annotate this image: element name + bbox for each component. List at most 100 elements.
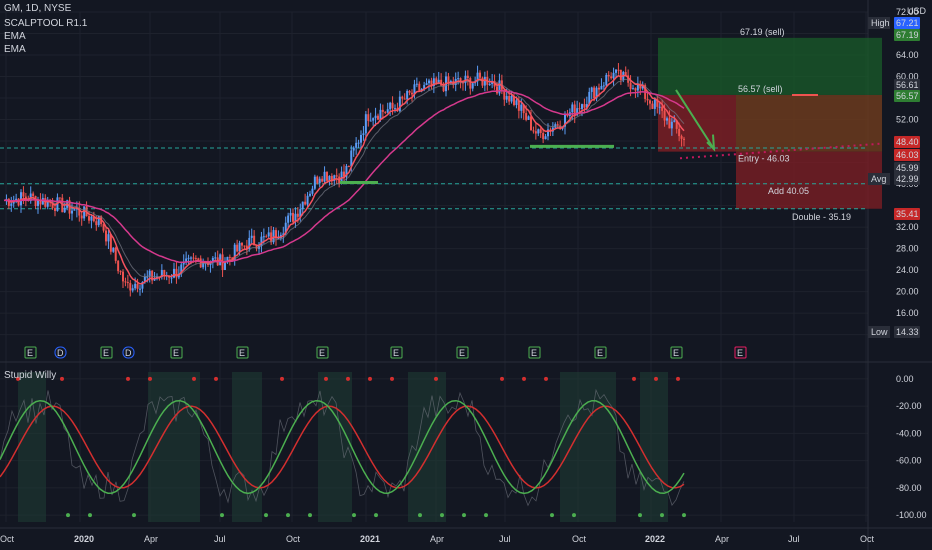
candle-body (639, 83, 642, 89)
oscillator-shaded-band (560, 372, 616, 522)
candle-body (124, 281, 127, 283)
candle-body (146, 276, 149, 278)
trade-annotation-label: 56.57 (sell) (738, 84, 783, 94)
oscillator-overbought-dot (324, 376, 328, 381)
candle-body (105, 230, 107, 242)
oscillator-oversold-dot (682, 513, 686, 518)
trade-annotation-label: Double - 35.19 (792, 212, 851, 222)
oscillator-oversold-dot (440, 513, 444, 518)
candle-body (389, 102, 392, 110)
candle-body (537, 129, 540, 134)
candle-body (175, 268, 178, 278)
candle-body (182, 261, 185, 265)
candle-body (15, 198, 18, 201)
price-tick-label: 24.00 (896, 265, 919, 275)
candle-body (593, 87, 596, 99)
candle-body (170, 277, 173, 279)
oscillator-oversold-dot (660, 513, 664, 518)
candle-body (479, 72, 481, 78)
candle-body (440, 79, 443, 86)
price-label-box (894, 326, 920, 338)
time-tick-label: Oct (0, 534, 15, 544)
candle-body (483, 76, 486, 86)
oscillator-oversold-dot (308, 513, 312, 518)
price-label-value: 45.99 (896, 163, 919, 173)
candle-body (71, 210, 73, 214)
candle-body (190, 257, 192, 259)
candle-body (364, 114, 367, 134)
candle-body (673, 120, 676, 122)
candle-body (408, 90, 411, 93)
candle-body (309, 193, 311, 196)
candle-body (527, 116, 530, 120)
candle-body (34, 196, 37, 206)
time-tick-label: Oct (572, 534, 587, 544)
time-tick-label: Jul (214, 534, 226, 544)
candle-body (224, 262, 226, 270)
oscillator-overbought-dot (368, 376, 372, 381)
event-marker-letter: E (673, 348, 679, 358)
candle-body (491, 80, 494, 85)
candle-body (272, 230, 275, 243)
event-marker-box (390, 346, 403, 359)
candle-body (515, 100, 518, 106)
candle-body (564, 113, 566, 127)
time-tick-label: Oct (286, 534, 301, 544)
candle-body (415, 83, 418, 85)
oscillator-oversold-dot (638, 513, 642, 518)
symbol-label[interactable]: GM, 1D, NYSE (4, 3, 72, 14)
indicator-ema-label[interactable]: EMA (4, 31, 26, 42)
candle-body (141, 281, 144, 289)
event-marker-letter: E (597, 348, 603, 358)
candle-body (316, 176, 319, 184)
candle-body (10, 203, 13, 206)
candle-body (459, 78, 462, 83)
candle-body (617, 69, 620, 71)
price-tick-label: 16.00 (896, 308, 919, 318)
event-marker-box (24, 346, 37, 359)
candle-body (668, 118, 671, 129)
candle-body (238, 242, 241, 252)
oscillator-oversold-dot (484, 513, 488, 518)
candle-body (401, 96, 404, 99)
candle-body (296, 213, 299, 217)
candle-body (347, 165, 350, 167)
candle-body (661, 106, 664, 111)
candle-body (109, 234, 112, 252)
candle-body (663, 110, 666, 121)
oscillator-tick-label: -20.00 (896, 401, 922, 411)
candle-body (211, 257, 214, 263)
event-marker-letter: E (27, 348, 33, 358)
candle-body (323, 171, 326, 182)
price-label-box (894, 17, 920, 29)
oscillator-title[interactable]: Stupid Willy (4, 370, 57, 381)
candle-body (328, 175, 331, 181)
entry-zone (736, 94, 882, 152)
indicator-scalptool-label[interactable]: SCALPTOOL R1.1 (4, 18, 88, 29)
candle-body (391, 102, 394, 109)
event-marker-letter: D (57, 348, 64, 358)
indicator-ema-label-2[interactable]: EMA (4, 44, 26, 55)
candle-body (503, 89, 506, 100)
candle-body (7, 198, 10, 206)
candle-body (228, 256, 231, 258)
candle-body (134, 283, 137, 289)
candle-body (335, 175, 338, 177)
candle-body (112, 247, 115, 252)
candle-body (403, 98, 406, 100)
candle-body (117, 260, 120, 272)
candle-body (343, 171, 345, 177)
candle-body (318, 178, 321, 184)
candle-body (627, 75, 630, 83)
price-label-box (894, 90, 920, 102)
price-tick-label: 60.00 (896, 72, 919, 82)
candle-body (481, 77, 484, 86)
price-label-value: 35.41 (896, 209, 919, 219)
candle-body (581, 104, 583, 109)
oscillator-overbought-dot (148, 376, 152, 381)
oscillator-oversold-dot (220, 513, 224, 518)
candle-body (598, 87, 600, 90)
candle-body (386, 109, 389, 113)
price-label-box (894, 136, 920, 148)
